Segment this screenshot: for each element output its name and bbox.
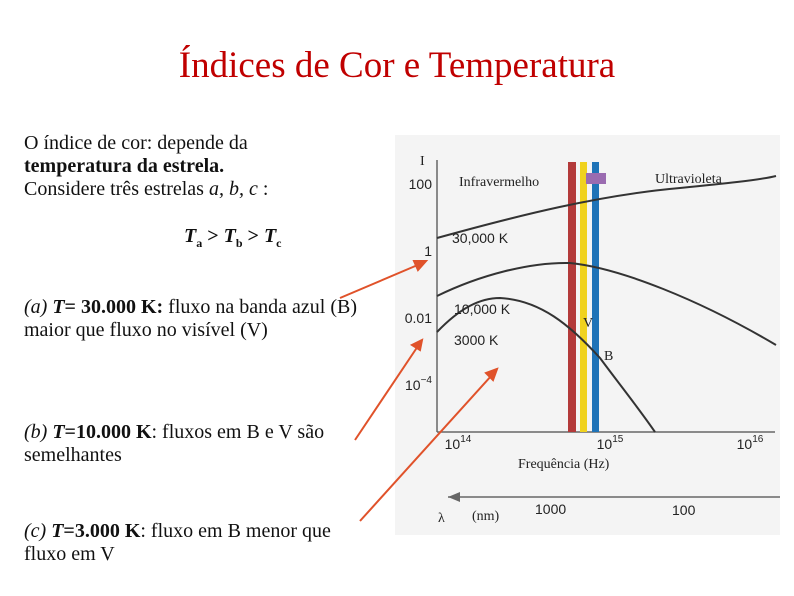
lambda: λ (438, 511, 445, 526)
region-label: Infravermelho (459, 175, 539, 190)
x-tick-label-base: 10 (737, 436, 753, 452)
x-tick-label-exp: 14 (460, 434, 472, 445)
y-tick-label-exp: −4 (421, 375, 433, 386)
relation: Ta > Tb > Tc (184, 225, 281, 255)
item-text: : fluxos em B e V são semelhantes (24, 421, 325, 466)
item-temp: =10.000 K (64, 421, 152, 443)
x-tick-label: 1016 (737, 434, 764, 452)
intro-bold: temperatura da estrela. (24, 155, 225, 177)
y-tick-label: 0.01 (405, 310, 432, 326)
item: (b) T=10.000 K: fluxos em B e V são seme… (24, 421, 364, 467)
x-tick-label-exp: 16 (752, 434, 764, 445)
curve-30000 (436, 175, 777, 239)
figure-bg (395, 135, 780, 535)
lambda-arrow (448, 492, 460, 502)
item-t: T (52, 296, 65, 318)
x-tick-label: 1015 (597, 434, 624, 452)
band-red (568, 162, 576, 432)
item-label: (b) (24, 421, 53, 443)
x-tick-label-exp: 15 (612, 434, 624, 445)
item-temp: =3.000 K (63, 520, 141, 542)
curve-3000 (436, 296, 656, 433)
y-tick-label: 1 (424, 243, 432, 259)
item-label: (a) (24, 296, 53, 318)
x-axis-label: Frequência (Hz) (518, 457, 610, 472)
rel-t: T (263, 225, 277, 247)
intro-text: : (257, 178, 269, 200)
rel-t: T (223, 225, 236, 247)
x-tick-label-base: 10 (445, 436, 461, 452)
uv-marker (586, 173, 606, 184)
lambda-tick-label: 1000 (535, 501, 566, 517)
region-label: Ultravioleta (655, 172, 723, 187)
arrows (339, 260, 499, 522)
y-tick-label-base: 10 (405, 377, 421, 393)
band-label: V (583, 316, 593, 331)
intro-stars: a, b, c (208, 178, 258, 200)
intro-text: O índice de cor: depende da (24, 132, 248, 154)
title: Índices de Cor e Temperatura (178, 45, 616, 86)
item-label: (c) (24, 520, 52, 542)
y-tick-label: 10−4 (405, 375, 432, 393)
x-tick-label: 1014 (445, 434, 472, 452)
item-temp: = 30.000 K: (64, 296, 164, 318)
item-text: fluxo na banda azul (B) maior que fluxo … (24, 296, 357, 341)
rel-sub: b (235, 236, 243, 250)
intro: O índice de cor: depende da temperatura … (24, 132, 384, 201)
rel-op: > (242, 225, 264, 247)
curve-label: 3000 K (454, 332, 499, 348)
rel-sub: c (276, 236, 282, 250)
item: (a) T= 30.000 K: fluxo na banda azul (B)… (24, 296, 364, 342)
band-blue (592, 162, 599, 432)
item: (c) T=3.000 K: fluxo em B menor que flux… (24, 520, 364, 566)
y-tick-label: 100 (409, 176, 433, 192)
curve-10000 (436, 261, 777, 346)
band-label: B (604, 349, 613, 364)
curve-label: 10,000 K (454, 301, 511, 317)
lambda-unit: (nm) (472, 509, 500, 524)
item-text: : fluxo em B menor que fluxo em V (24, 520, 331, 565)
x-tick-label-base: 10 (597, 436, 613, 452)
y-axis-label: I (420, 154, 425, 169)
rel-t: T (184, 225, 197, 247)
band-yellow (580, 162, 587, 432)
curve-label: 30,000 K (452, 230, 509, 246)
item-t: T (51, 520, 64, 542)
lambda-tick-label: 100 (672, 502, 696, 518)
item-t: T (52, 421, 65, 443)
intro-text: Considere três estrelas (24, 178, 209, 200)
rel-op: > (202, 225, 224, 247)
rel-sub: a (196, 236, 203, 250)
